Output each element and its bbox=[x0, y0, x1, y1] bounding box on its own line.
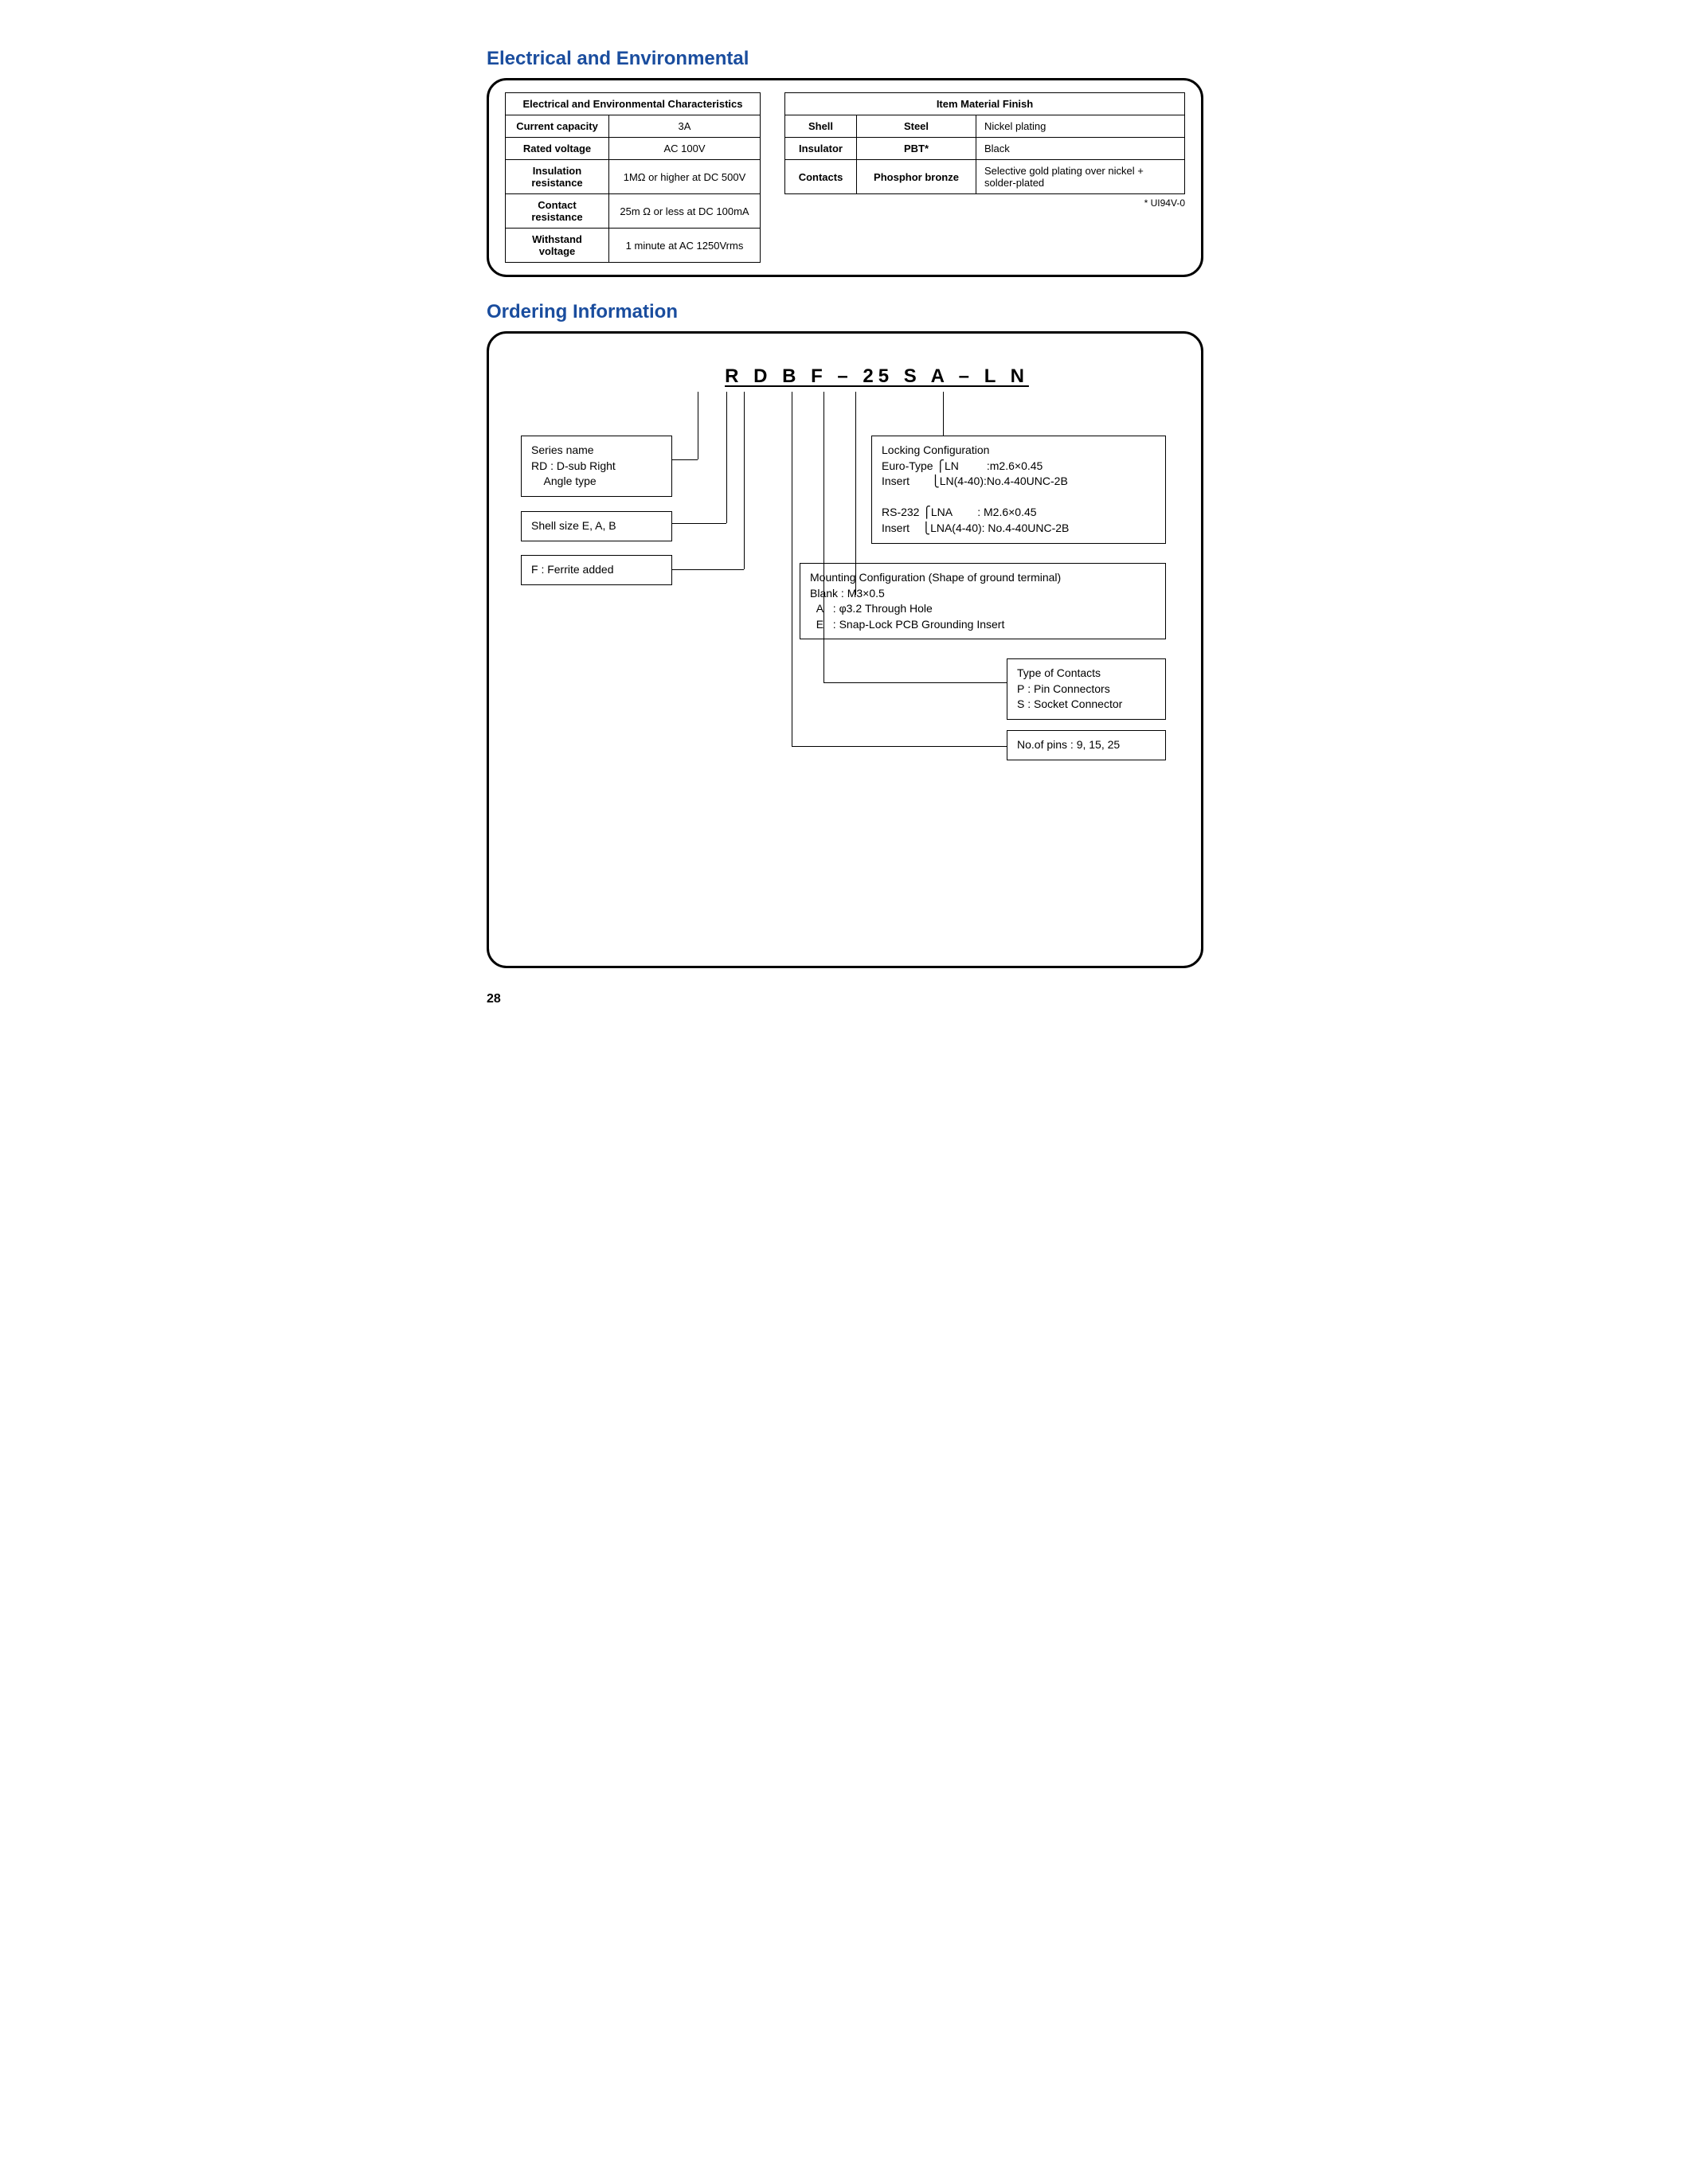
locking-text: Locking ConfigurationEuro-Type ⎧LN :m2.6… bbox=[882, 443, 1069, 534]
mat-cell: Insulator bbox=[785, 138, 857, 160]
ordering-diagram: Series nameRD : D-sub Right Angle type S… bbox=[513, 412, 1177, 826]
footnote-ul94: * UI94V-0 bbox=[784, 197, 1185, 209]
box-num-pins: No.of pins : 9, 15, 25 bbox=[1007, 730, 1166, 760]
ferrite-text: F : Ferrite added bbox=[531, 563, 614, 576]
row-value: AC 100V bbox=[609, 138, 761, 160]
row-value: 3A bbox=[609, 115, 761, 138]
mat-cell: Selective gold plating over nickel + sol… bbox=[976, 160, 1185, 194]
table-left-header: Electrical and Environmental Characteris… bbox=[506, 93, 761, 115]
connector-line bbox=[726, 392, 727, 523]
box-shell-size: Shell size E, A, B bbox=[521, 511, 672, 541]
shell-text: Shell size E, A, B bbox=[531, 519, 616, 532]
typecontacts-text: Type of ContactsP : Pin ConnectorsS : So… bbox=[1017, 666, 1122, 710]
connector-line bbox=[823, 682, 1007, 683]
mat-cell: Nickel plating bbox=[976, 115, 1185, 138]
connector-line bbox=[672, 459, 698, 460]
connector-line bbox=[672, 523, 726, 524]
row-label: Contact resistance bbox=[506, 194, 609, 229]
electrical-panel: Electrical and Environmental Characteris… bbox=[487, 78, 1203, 277]
box-ferrite: F : Ferrite added bbox=[521, 555, 672, 585]
connector-line bbox=[855, 392, 856, 563]
row-label: Insulation resistance bbox=[506, 160, 609, 194]
row-label: Withstand voltage bbox=[506, 229, 609, 263]
connector-line bbox=[744, 392, 745, 569]
mat-cell: Shell bbox=[785, 115, 857, 138]
row-label: Current capacity bbox=[506, 115, 609, 138]
part-number-code: R D B F – 25 S A – L N bbox=[545, 365, 1209, 388]
mat-cell: Black bbox=[976, 138, 1185, 160]
ordering-panel: R D B F – 25 S A – L N Series nameRD : D… bbox=[487, 331, 1203, 968]
elec-characteristics-table: Electrical and Environmental Characteris… bbox=[505, 92, 761, 263]
box-series-name: Series nameRD : D-sub Right Angle type bbox=[521, 436, 672, 497]
section-title-ordering: Ordering Information bbox=[487, 301, 1203, 323]
connector-line bbox=[871, 483, 872, 484]
box-locking-config: Locking ConfigurationEuro-Type ⎧LN :m2.6… bbox=[871, 436, 1166, 544]
row-value: 1MΩ or higher at DC 500V bbox=[609, 160, 761, 194]
connector-line bbox=[943, 392, 944, 436]
row-value: 25m Ω or less at DC 100mA bbox=[609, 194, 761, 229]
row-value: 1 minute at AC 1250Vrms bbox=[609, 229, 761, 263]
mat-cell: Phosphor bronze bbox=[857, 160, 976, 194]
section-title-electrical: Electrical and Environmental bbox=[487, 48, 1203, 70]
row-label: Rated voltage bbox=[506, 138, 609, 160]
box-type-contacts: Type of ContactsP : Pin ConnectorsS : So… bbox=[1007, 658, 1166, 720]
mat-cell: Contacts bbox=[785, 160, 857, 194]
material-finish-table: Item Material Finish Shell Steel Nickel … bbox=[784, 92, 1185, 209]
box-mounting-config: Mounting Configuration (Shape of ground … bbox=[800, 563, 1166, 639]
connector-line bbox=[792, 746, 1007, 747]
pins-text: No.of pins : 9, 15, 25 bbox=[1017, 738, 1120, 751]
mounting-text: Mounting Configuration (Shape of ground … bbox=[810, 571, 1061, 631]
mat-cell: Steel bbox=[857, 115, 976, 138]
page-number: 28 bbox=[487, 992, 1203, 1006]
mat-cell: PBT* bbox=[857, 138, 976, 160]
connector-line bbox=[672, 569, 744, 570]
series-text: Series nameRD : D-sub Right Angle type bbox=[531, 443, 616, 487]
connector-line bbox=[823, 392, 824, 682]
table-right-header: Item Material Finish bbox=[785, 93, 1185, 115]
